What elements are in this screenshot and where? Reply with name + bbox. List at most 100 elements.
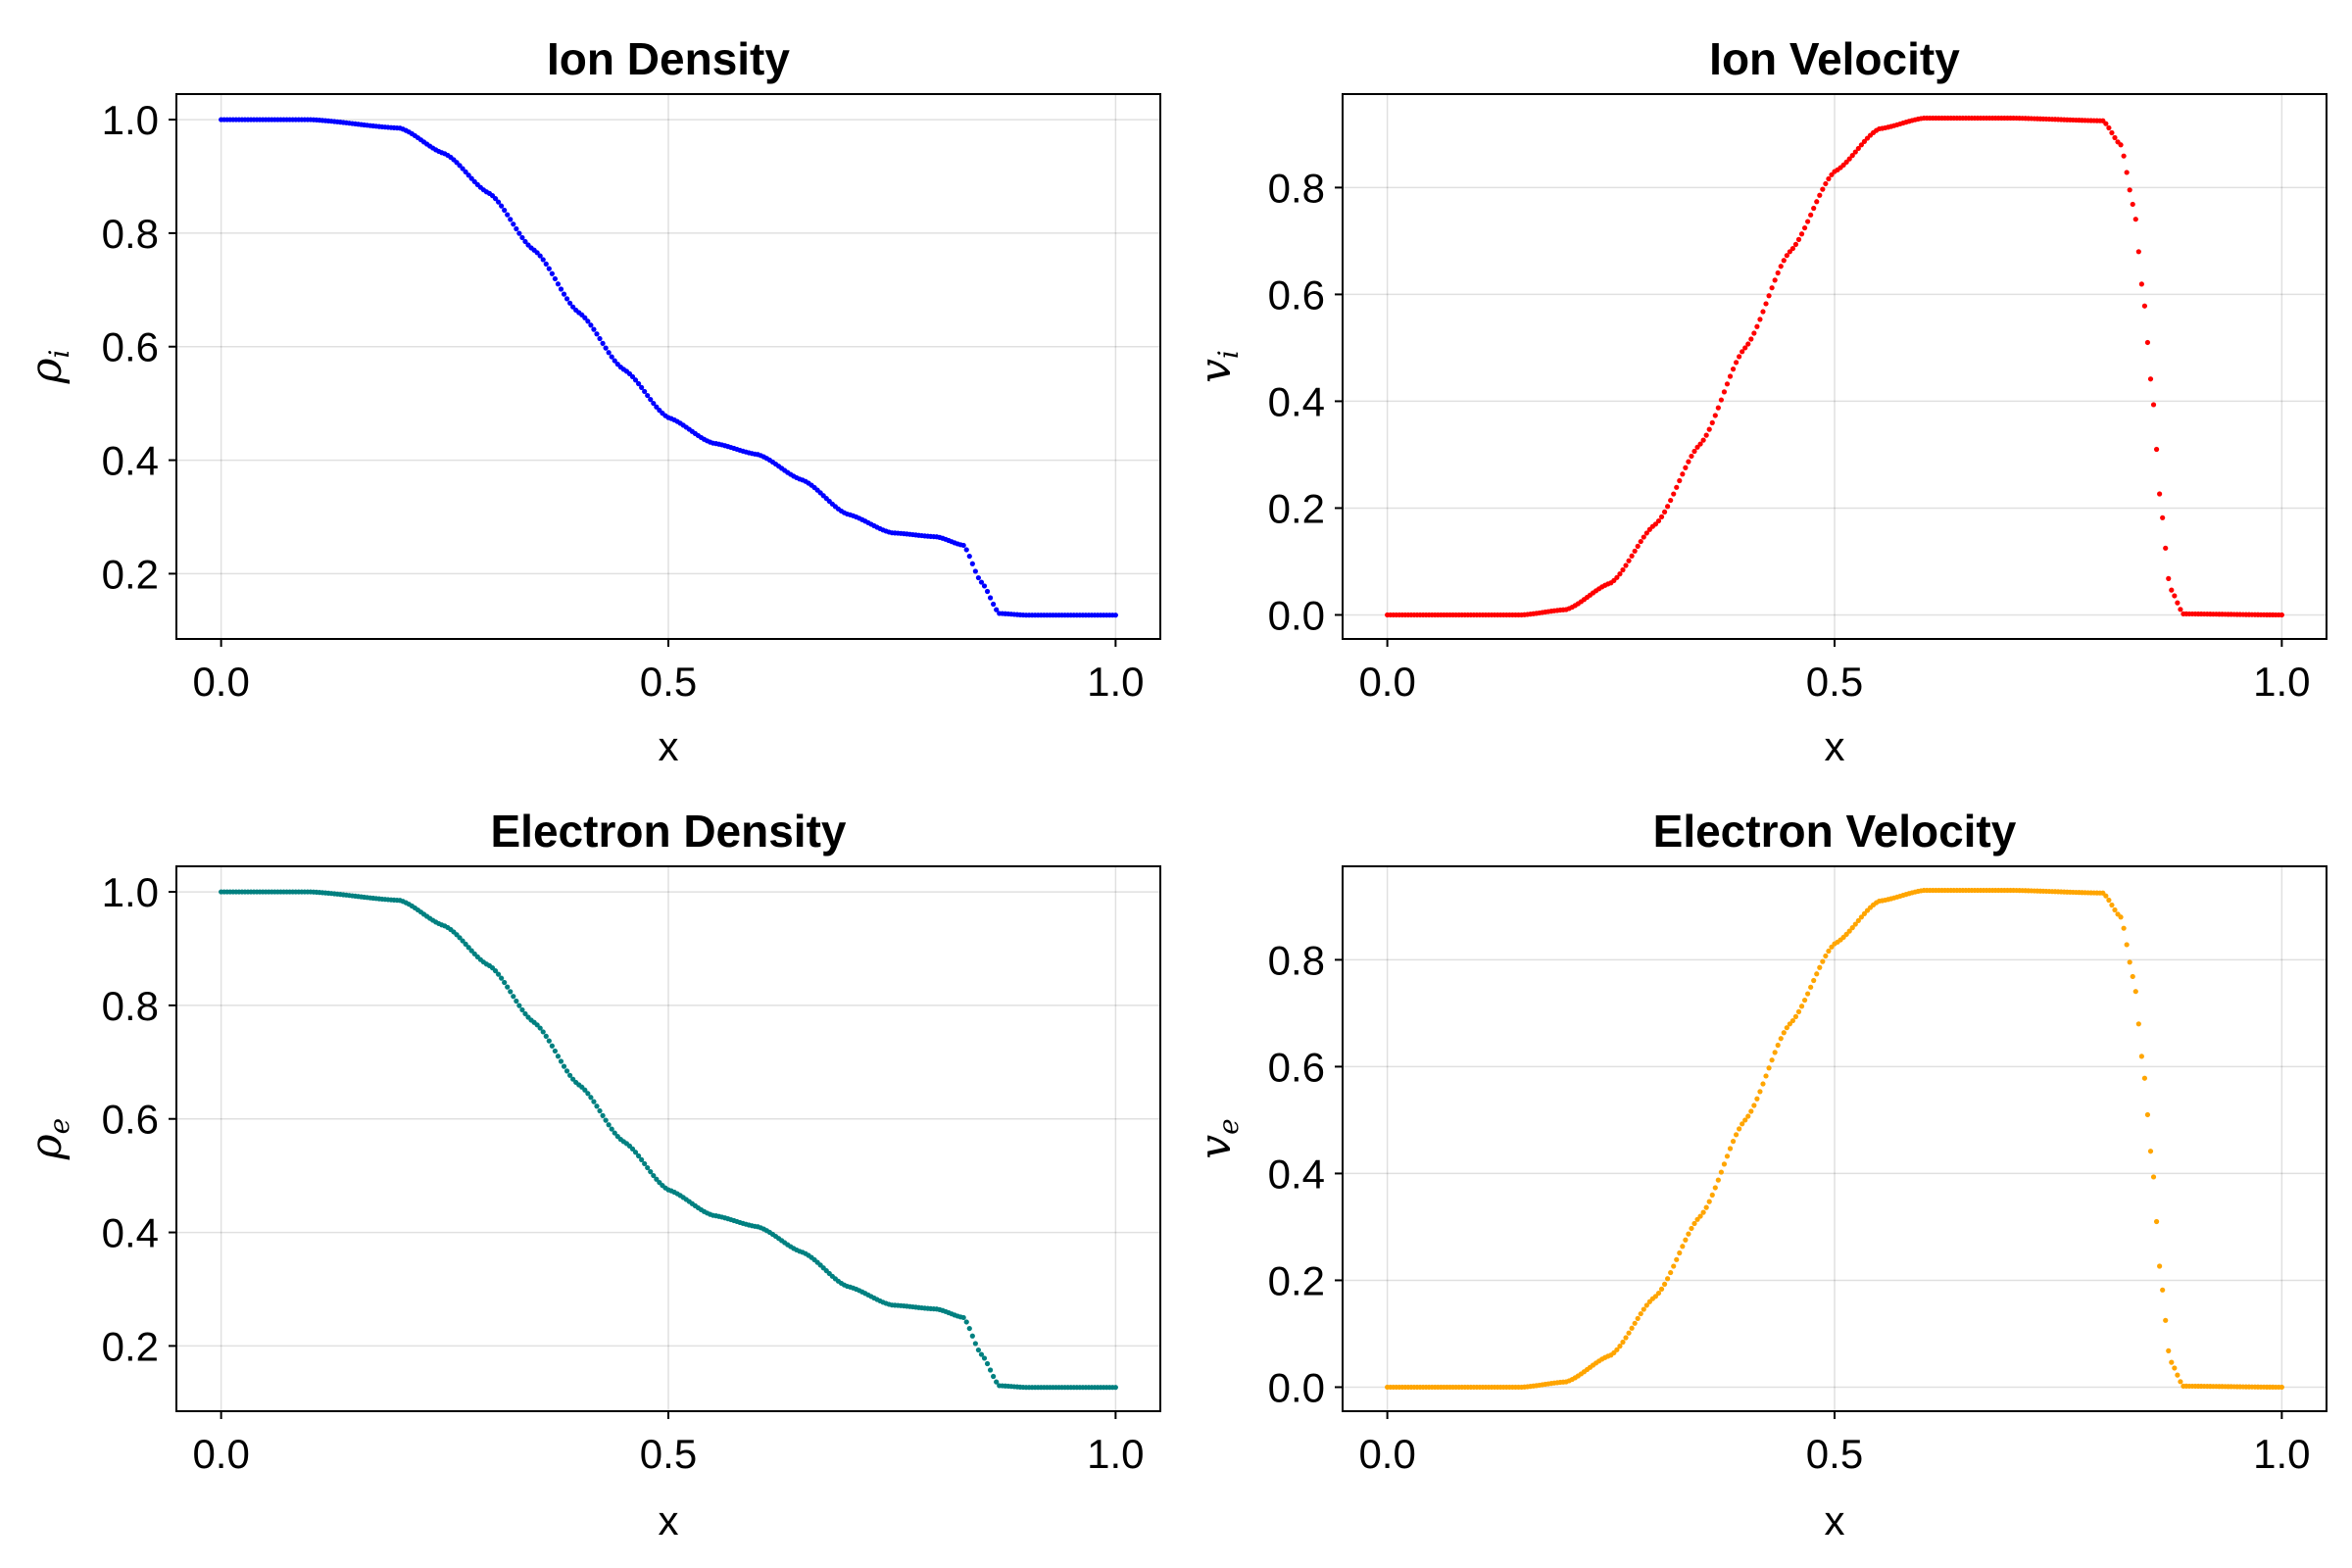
y-axis-label: ρe bbox=[22, 1118, 75, 1160]
data-point bbox=[606, 1122, 612, 1128]
panel-electron-velocity: 0.0 0.5 1.0 0.0 0.2 0.4 0.6 0.8 Electron Velocit… bbox=[1191, 806, 2328, 1544]
data-point bbox=[505, 212, 511, 218]
data-point bbox=[588, 322, 594, 328]
data-point bbox=[1772, 1050, 1778, 1055]
y-axis-label: ve bbox=[1191, 1118, 1245, 1158]
data-point bbox=[492, 196, 499, 202]
data-point bbox=[1737, 354, 1742, 360]
data-point bbox=[1829, 172, 1835, 177]
data-point bbox=[552, 1048, 558, 1054]
data-point bbox=[537, 1025, 543, 1031]
data-point bbox=[1769, 1057, 1775, 1063]
data-point bbox=[994, 1379, 1000, 1385]
data-point bbox=[567, 300, 573, 306]
data-point bbox=[981, 583, 988, 589]
data-point bbox=[1742, 345, 1748, 351]
data-point bbox=[1829, 944, 1835, 950]
data-point bbox=[969, 1333, 975, 1339]
y-tick-label: 0.4 bbox=[102, 438, 159, 484]
data-point bbox=[511, 994, 516, 1000]
data-point bbox=[2124, 942, 2130, 948]
data-point bbox=[552, 275, 558, 282]
data-point bbox=[1632, 1320, 1638, 1326]
data-point bbox=[1709, 419, 1715, 425]
data-point bbox=[2178, 607, 2183, 612]
data-point bbox=[1686, 1231, 1691, 1237]
data-point bbox=[645, 1164, 651, 1171]
y-axis-symbol: ρ bbox=[22, 358, 72, 384]
data-point bbox=[645, 392, 651, 399]
data-point bbox=[466, 172, 471, 178]
data-point bbox=[2278, 1384, 2284, 1391]
data-point bbox=[543, 261, 549, 267]
data-point bbox=[1861, 910, 1868, 916]
data-point bbox=[2130, 973, 2135, 980]
data-point bbox=[1805, 219, 1811, 224]
series-ion-velocity bbox=[1385, 115, 2284, 618]
data-point bbox=[594, 1103, 600, 1109]
y-tick-label: 1.0 bbox=[102, 97, 159, 143]
data-point bbox=[1852, 921, 1858, 927]
y-axis-subscript: e bbox=[1212, 1118, 1245, 1135]
data-point bbox=[561, 291, 567, 297]
x-tick-label: 0.5 bbox=[640, 1431, 697, 1477]
data-point bbox=[960, 542, 966, 549]
data-point bbox=[984, 1360, 991, 1367]
data-point bbox=[1671, 1263, 1677, 1269]
data-point bbox=[2121, 925, 2127, 931]
x-tick-label: 1.0 bbox=[1087, 659, 1144, 705]
data-point bbox=[555, 1054, 562, 1059]
data-point bbox=[519, 234, 525, 241]
data-point bbox=[460, 166, 466, 172]
data-point bbox=[632, 1150, 639, 1155]
data-point bbox=[629, 1146, 636, 1152]
data-point bbox=[981, 1355, 988, 1361]
data-point bbox=[1801, 224, 1808, 231]
data-point bbox=[2141, 1075, 2148, 1081]
data-point bbox=[1668, 1269, 1674, 1276]
y-tick-label: 0.6 bbox=[1268, 1044, 1325, 1090]
data-point bbox=[1652, 521, 1659, 527]
data-point bbox=[1772, 277, 1778, 283]
data-point bbox=[1623, 563, 1629, 568]
data-point bbox=[1620, 566, 1626, 573]
data-point bbox=[1734, 1132, 1740, 1138]
y-tick-label: 0.4 bbox=[102, 1210, 159, 1256]
data-point bbox=[1814, 971, 1820, 977]
data-point bbox=[1677, 477, 1683, 484]
y-tick-label: 0.4 bbox=[1268, 378, 1325, 424]
panel-ion-density: 0.0 0.5 1.0 0.2 0.4 0.6 0.8 1.0 Ion Density x ρi bbox=[22, 33, 1161, 769]
data-point bbox=[460, 938, 466, 944]
data-point bbox=[1712, 1185, 1718, 1191]
y-tick-label: 0.2 bbox=[1268, 485, 1325, 531]
series-electron-velocity bbox=[1385, 887, 2284, 1391]
data-point bbox=[2109, 902, 2115, 908]
data-point bbox=[1843, 159, 1849, 165]
data-point bbox=[1655, 1290, 1662, 1297]
data-point bbox=[1784, 1025, 1789, 1031]
data-point bbox=[570, 304, 576, 310]
data-point bbox=[1751, 1102, 1757, 1108]
data-point bbox=[1781, 1030, 1787, 1036]
data-point bbox=[1826, 948, 1832, 955]
y-axis-subscript: i bbox=[1212, 350, 1245, 359]
data-point bbox=[2135, 1021, 2141, 1027]
data-point bbox=[2103, 893, 2109, 899]
data-point bbox=[2160, 1287, 2166, 1293]
data-point bbox=[1861, 138, 1868, 144]
data-point bbox=[1763, 1073, 1769, 1079]
data-point bbox=[2144, 1111, 2151, 1118]
data-point bbox=[1775, 270, 1781, 276]
data-point bbox=[1787, 249, 1792, 255]
data-point bbox=[2138, 1054, 2144, 1059]
data-point bbox=[609, 354, 614, 360]
data-point bbox=[642, 1160, 648, 1167]
data-point bbox=[495, 971, 502, 977]
data-point bbox=[1846, 156, 1852, 162]
data-point bbox=[1855, 917, 1861, 924]
data-point bbox=[522, 238, 528, 245]
data-point bbox=[966, 553, 972, 560]
data-point bbox=[1674, 1256, 1680, 1262]
data-point bbox=[2141, 303, 2148, 309]
